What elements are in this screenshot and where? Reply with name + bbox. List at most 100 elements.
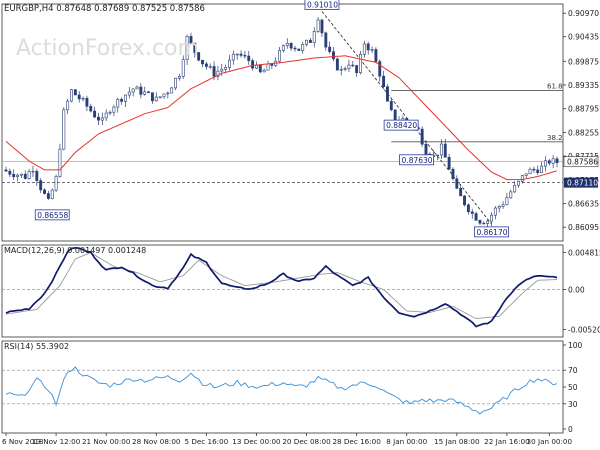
x-tick-label: 5 Dec 16:00 [184,437,228,446]
candle-body [497,206,501,209]
candle-body [528,168,532,175]
candle-body [247,55,251,61]
candle-body [312,31,316,43]
price-annotation-box [399,154,434,166]
price-annotation-label: 0.88420 [386,121,417,130]
candle-body [439,143,443,156]
candle-body [389,100,393,111]
candle-body [301,44,305,51]
candle-body [127,91,131,96]
candle-body [131,88,135,93]
candle-body [193,42,197,53]
rsi-y-tick-label: 50 [568,383,578,392]
macd-signal-line [5,252,558,320]
current-price-label: 0.87586 [567,158,598,167]
x-tick-label: 22 Jan 16:00 [484,437,530,446]
candle-body [524,173,528,176]
candle-body [31,170,35,173]
candle-body [386,86,389,102]
candle-body [332,51,335,60]
candle-body [270,63,274,66]
candle-body [436,154,440,157]
candle-body [443,143,447,158]
candle-body [170,87,174,94]
candle-body [378,61,382,77]
candle-body [278,50,282,62]
price-panel-frame [1,3,564,242]
candle-body [116,98,120,108]
candle-body [228,59,231,68]
rsi-line [5,366,558,415]
x-tick-label: 21 Nov 00:00 [82,437,131,446]
candle-body [339,69,343,71]
current-price-box [563,156,599,168]
candle-body [154,96,158,102]
candle-body [239,53,243,56]
candle-body [19,173,23,176]
candle-body [243,55,247,57]
candle-body [4,169,8,172]
rsi-y-tick-label: 70 [568,366,578,375]
candle-body [324,32,328,48]
candle-body [139,86,143,95]
candle-body [85,97,89,107]
candle-body [50,189,54,199]
price-y-tick-label: 0.89335 [568,81,599,90]
candle-body [97,116,100,121]
candle-body [150,92,154,102]
candle-body [204,63,208,67]
moving-average-line [5,55,558,181]
candle-body [235,53,239,56]
price-annotation-label: 0.87630 [402,156,433,165]
support-price-label: 0.87110 [567,179,598,188]
chart-title: EURGBP,H4 0.87648 0.87689 0.87525 0.8758… [4,4,205,14]
candle-body [162,93,166,98]
candle-body [81,97,85,100]
candle-body [328,46,332,52]
candle-body [39,180,43,191]
panel-frames [1,3,564,434]
candle-body [482,222,486,225]
price-annotation-box [34,209,70,221]
candle-body [185,36,189,60]
price-y-tick-label: 0.90435 [568,33,599,42]
price-y-tick-label: 0.90970 [568,9,599,18]
candle-body [212,66,216,77]
candle-body [73,89,77,96]
fib-level-label: 61.8 [547,82,563,90]
candle-body [335,58,339,71]
price-y-tick-label: 0.88795 [568,105,599,114]
axis-labels: 0.90970 0.90435 0.89875 0.89335 0.88795 0.882… [2,9,600,446]
candle-body [466,204,470,213]
macd-main-line [5,246,558,328]
candle-body [108,111,112,114]
candle-body [166,92,170,95]
candle-body [447,156,451,170]
candle-body [513,184,517,193]
candle-body [555,158,559,163]
candle-body [220,68,224,72]
candle-body [16,174,20,178]
candle-body [474,213,478,221]
candle-body [100,117,104,121]
candle-body [486,220,490,224]
candle-body [54,176,58,191]
candle-body [93,110,97,118]
candle-body [459,187,463,197]
rsi-label: RSI(14) 55.3902 [4,342,69,351]
price-y-tick-label: 0.88255 [568,128,599,137]
candle-body [224,67,228,70]
candle-body [174,77,177,89]
candle-body [23,173,27,179]
candle-body [509,191,513,198]
candle-body [285,42,289,46]
candle-body [505,197,509,206]
candle-body [66,100,70,111]
rsi-panel-frame [1,340,564,434]
x-tick-label: 6 Nov 2018 [2,437,44,446]
x-tick-label: 28 Nov 08:00 [132,437,181,446]
candle-body [490,214,493,222]
candle-body [281,45,285,51]
candle-body [420,128,424,145]
candle-body [362,43,366,55]
